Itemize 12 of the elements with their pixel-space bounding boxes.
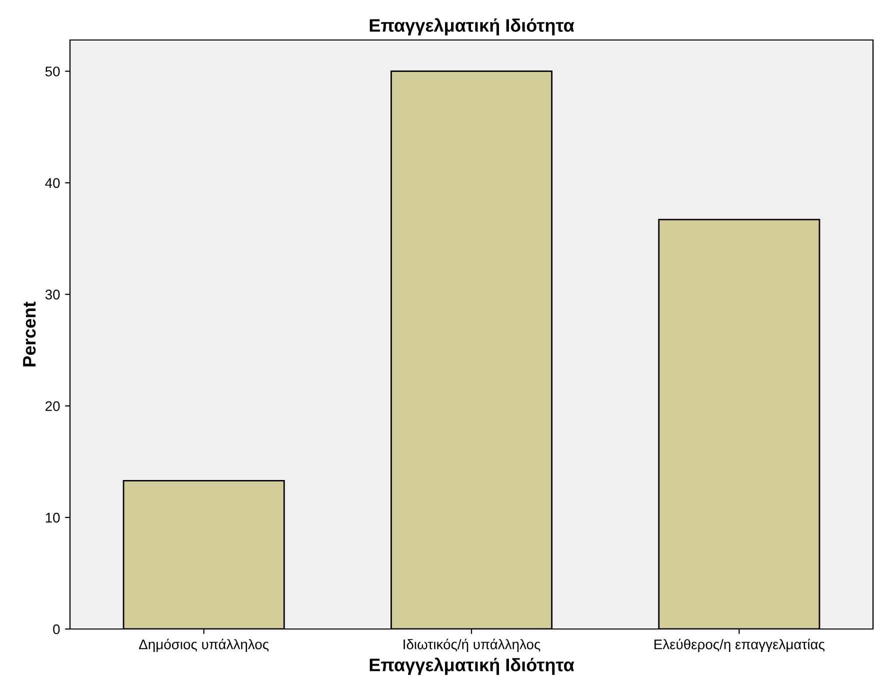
chart-title: Επαγγελματική Ιδιότητα — [370, 18, 574, 36]
y-axis-title: Percent — [23, 302, 36, 366]
x-axis-title: Επαγγελματική Ιδιότητα — [370, 658, 574, 675]
y-tick-label: 40 — [45, 178, 60, 188]
y-tick-label: 0 — [53, 624, 60, 634]
x-tick-label: Ελεύθερος/η επαγγελματίας — [654, 638, 825, 652]
x-tick-label: Ιδιωτικός/ή υπάλληλος — [404, 638, 540, 652]
y-tick-label: 50 — [45, 66, 60, 76]
x-tick-label: Δημόσιος υπάλληλος — [139, 638, 269, 652]
y-tick-label: 10 — [46, 512, 60, 523]
y-tick-label: 20 — [46, 401, 60, 412]
y-tick-label: 30 — [45, 290, 60, 300]
